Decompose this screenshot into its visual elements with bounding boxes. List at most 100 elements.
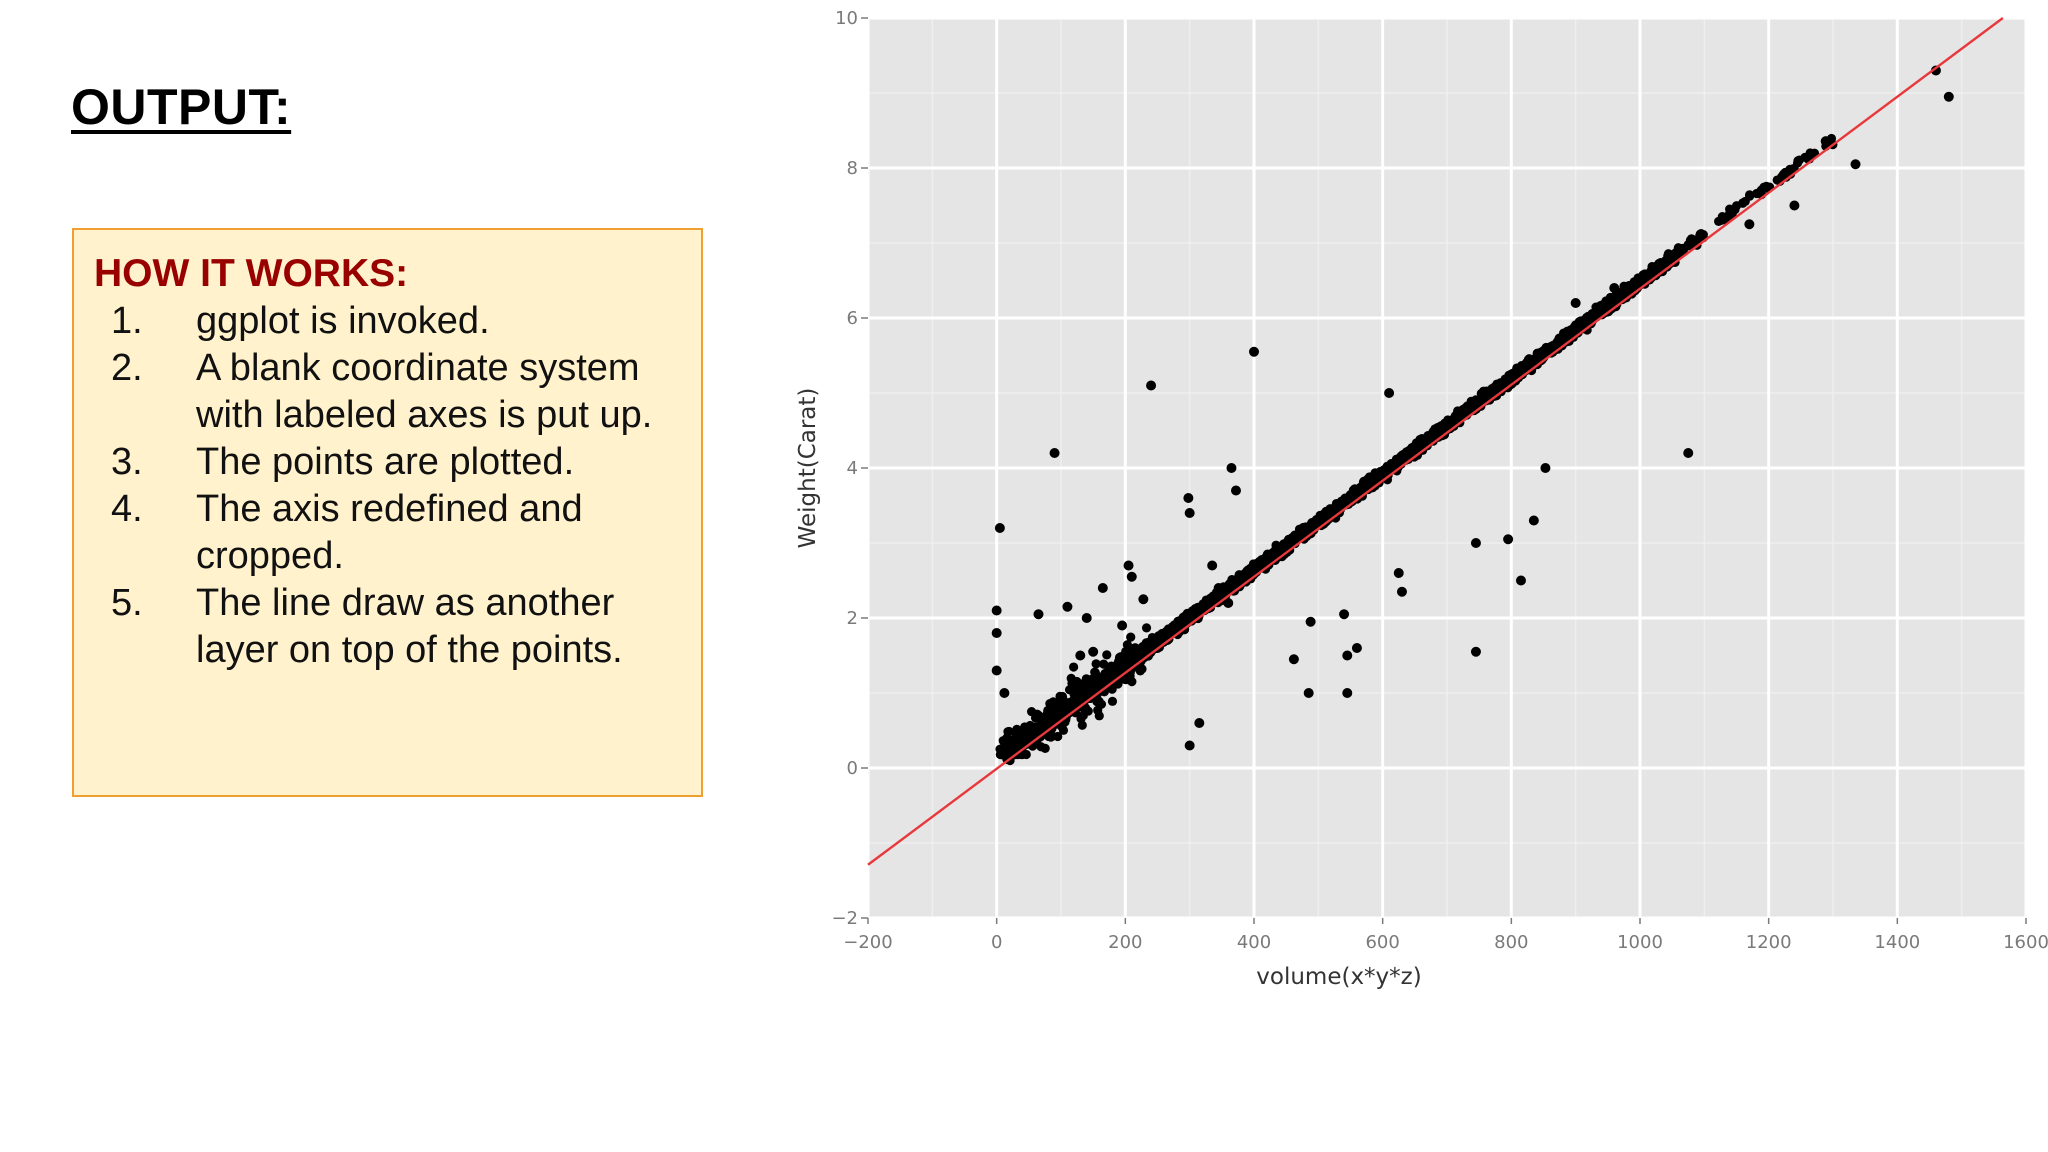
data-point [1097, 583, 1108, 593]
data-point [1738, 198, 1748, 208]
y-tick-label: −2 [831, 908, 858, 929]
data-point [1099, 659, 1109, 669]
data-point [1136, 648, 1147, 658]
x-tick-label: 200 [1108, 932, 1142, 953]
data-point [1146, 380, 1157, 391]
data-point [1126, 632, 1136, 642]
data-point [1305, 616, 1316, 627]
data-point [1437, 422, 1447, 433]
data-point [1826, 133, 1837, 144]
data-point [1058, 704, 1068, 715]
data-point [1108, 662, 1118, 672]
data-point [1458, 408, 1468, 418]
data-point [1137, 664, 1147, 674]
data-point [1351, 643, 1362, 653]
data-point [1093, 705, 1103, 715]
y-axis-label: Weight(Carat) [795, 388, 821, 549]
data-point [1367, 475, 1378, 485]
data-point [1069, 662, 1079, 672]
y-tick-label: 0 [847, 758, 858, 779]
data-point [1342, 650, 1353, 661]
step-item: 1. ggplot is invoked. [74, 298, 696, 345]
data-point [1515, 575, 1526, 586]
step-item: 2. A blank coordinate system with labele… [74, 345, 696, 439]
y-tick-label: 2 [847, 608, 858, 629]
x-tick-label: 400 [1237, 932, 1271, 953]
data-point [1127, 677, 1137, 687]
data-point [1407, 443, 1417, 453]
data-point [1522, 361, 1532, 371]
data-point [1396, 586, 1407, 597]
x-tick-label: 1400 [1874, 932, 1920, 953]
fit-line [867, 17, 2004, 866]
data-point [1471, 396, 1482, 406]
data-point [1121, 646, 1131, 657]
data-point [1000, 748, 1010, 758]
x-tick-label: 800 [1494, 932, 1528, 953]
data-point [1087, 674, 1097, 684]
x-tick-label: 1000 [1617, 932, 1663, 953]
data-point [1930, 65, 1941, 76]
how-it-works-box: HOW IT WORKS: 1. ggplot is invoked. 2. A… [72, 228, 703, 797]
data-point [1076, 685, 1086, 695]
data-point [1081, 613, 1092, 623]
data-point [1563, 331, 1573, 341]
data-point [1033, 609, 1044, 620]
data-point [1094, 696, 1104, 706]
data-point [1489, 385, 1499, 395]
data-point [1373, 468, 1383, 478]
data-point [1671, 250, 1681, 261]
data-point [1470, 538, 1481, 548]
data-point [991, 605, 1002, 616]
slide-title: OUTPUT: [71, 79, 292, 135]
data-point [1507, 371, 1517, 381]
data-point [1342, 688, 1353, 698]
data-point [1528, 515, 1539, 526]
step-number: 5. [111, 582, 143, 624]
data-point [1332, 503, 1342, 513]
data-point [1226, 463, 1237, 473]
data-point [1661, 258, 1671, 268]
steps-list: 1. ggplot is invoked. 2. A blank coordin… [74, 298, 696, 674]
data-point [1850, 159, 1861, 170]
step-text: The line draw as another layer on top of… [196, 582, 623, 671]
data-point [1075, 650, 1086, 661]
data-point [1384, 388, 1395, 398]
data-point [1695, 231, 1705, 242]
data-point [1745, 190, 1755, 200]
data-point [1303, 688, 1314, 698]
data-point [1678, 243, 1688, 253]
step-number: 1. [111, 300, 143, 342]
data-point [994, 523, 1005, 533]
data-point [1727, 209, 1737, 220]
data-point [998, 736, 1008, 746]
step-item: 5. The line draw as another layer on top… [74, 580, 696, 674]
data-point [1344, 494, 1354, 504]
data-point [1744, 219, 1755, 230]
data-point [1138, 594, 1149, 605]
data-point [1067, 699, 1077, 709]
step-text: The axis redefined and cropped. [196, 488, 583, 577]
data-point [1189, 610, 1199, 620]
data-point [1483, 391, 1493, 401]
data-point [1356, 482, 1366, 492]
data-point [1023, 727, 1033, 737]
data-point [1012, 724, 1022, 734]
data-point [1094, 672, 1105, 682]
x-tick-label: 1200 [1746, 932, 1792, 953]
data-point [1077, 720, 1087, 730]
x-tick-label: 0 [991, 932, 1002, 953]
data-point [1403, 454, 1413, 464]
data-point [1045, 698, 1055, 709]
data-point [1633, 273, 1643, 283]
step-item: 3. The points are plotted. [74, 439, 696, 486]
data-point [1230, 485, 1241, 496]
step-number: 4. [111, 488, 143, 530]
data-point [1088, 646, 1099, 657]
data-point [1047, 731, 1058, 741]
data-point [1177, 620, 1187, 630]
data-point [1066, 673, 1076, 683]
x-axis-label: volume(x*y*z) [1256, 964, 1421, 990]
data-point [1793, 156, 1803, 166]
